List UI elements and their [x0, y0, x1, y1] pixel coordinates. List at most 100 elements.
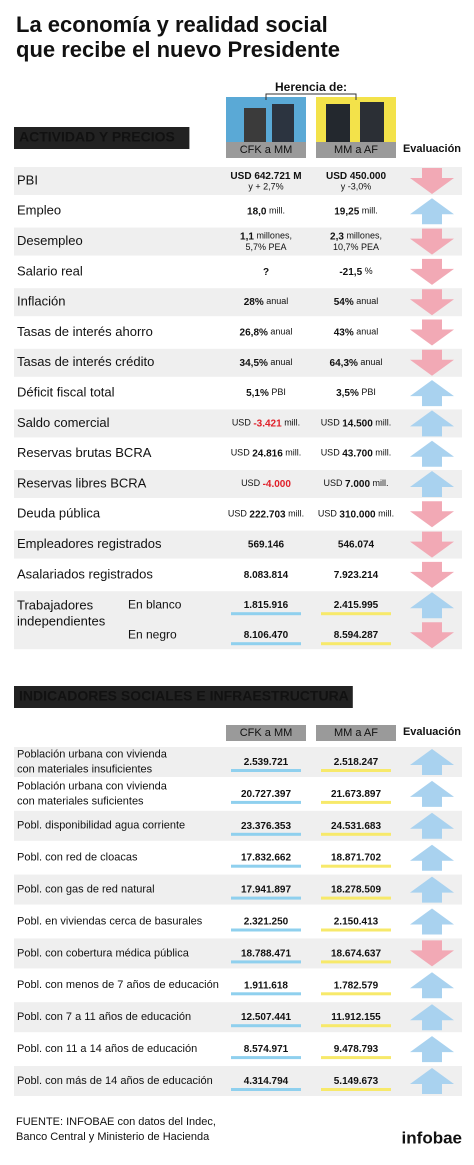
cell-value: 546.074: [338, 539, 375, 550]
cell-suffix: anual: [264, 297, 289, 307]
cell-suffix: mill.: [359, 206, 378, 216]
row-label: PBI: [17, 172, 38, 187]
highlight-bar: [321, 612, 391, 616]
photo-figure: [272, 104, 294, 143]
cell-value: USD 24.816 mill.: [231, 448, 302, 459]
highlight-bar: [321, 960, 391, 964]
column-header-bg: [226, 725, 306, 741]
section-header: INDICADORES SOCIALES E INFRAESTRUCTURA: [19, 688, 349, 704]
cell-value: 8.083.814: [244, 570, 289, 581]
cell-value: USD -4.000: [241, 478, 291, 489]
cell-value: 17.832.662: [241, 852, 291, 863]
cell-main: 23.376.353: [241, 820, 291, 831]
cell-value: 7.923.214: [334, 570, 379, 581]
highlight-bar: [321, 864, 391, 868]
column-header: MM a AF: [334, 727, 378, 739]
cell-main: -4.000: [263, 479, 292, 490]
highlight-bar: [231, 960, 301, 964]
cell-suffix: mill.: [266, 206, 285, 216]
cell-main: 26,8%: [240, 327, 268, 338]
cell-suffix: millones,: [344, 231, 382, 241]
cell-suffix: anual: [268, 327, 293, 337]
cell-main: 17.832.662: [241, 852, 291, 863]
cell-main: 18.278.509: [331, 884, 381, 895]
cell-main: 8.106.470: [244, 630, 289, 641]
cell-value: 18.871.702: [331, 852, 381, 863]
cell-main: 54%: [334, 297, 354, 308]
row-bg: [14, 530, 462, 559]
title: La economía y realidad social: [16, 12, 328, 37]
logo: infobae: [402, 1128, 462, 1147]
cell-main: 21.673.897: [331, 789, 381, 800]
evaluation-arrow: [410, 780, 454, 807]
highlight-bar: [231, 832, 301, 836]
row-label: Deuda pública: [17, 506, 101, 521]
evaluation-arrow: [410, 812, 454, 839]
cell-prefix: USD: [228, 509, 250, 519]
row-label: Pobl. con más de 14 años de educación: [17, 1075, 213, 1087]
evaluation-arrow: [410, 940, 454, 967]
cell-value: 26,8% anual: [240, 327, 293, 338]
cell-main: 11.912.155: [331, 1012, 381, 1023]
cell-suffix: millones,: [254, 231, 292, 241]
cell-suffix: %: [362, 266, 373, 276]
source: Banco Central y Ministerio de Hacienda: [16, 1131, 210, 1143]
highlight-bar: [231, 1024, 301, 1028]
row-bg: [14, 167, 462, 195]
highlight-bar: [321, 1024, 391, 1028]
cell-main: 18.871.702: [331, 852, 381, 863]
cell-main: 1.815.916: [244, 600, 289, 611]
cell-value: 8.574.971: [244, 1044, 289, 1055]
photo-figure: [326, 104, 350, 143]
highlight-bar: [231, 896, 301, 900]
cell-value: 17.941.897: [241, 884, 291, 895]
cell-value: 23.376.353: [241, 820, 291, 831]
evaluation-arrow: [410, 501, 454, 528]
highlight-bar: [321, 642, 391, 646]
highlight-bar: [231, 642, 301, 646]
row-label: Pobl. con cobertura médica pública: [17, 947, 190, 959]
evaluation-header: Evaluación: [403, 726, 461, 738]
evaluation-arrow: [410, 471, 454, 497]
evaluation-arrow: [410, 908, 454, 935]
cell-main: 4.314.794: [244, 1076, 289, 1087]
cell-prefix: USD: [231, 448, 253, 458]
cell-prefix: USD: [321, 418, 343, 428]
photo-figure: [244, 108, 266, 143]
cell-suffix: anual: [354, 327, 379, 337]
cell-main: 1.911.618: [244, 980, 288, 991]
evaluation-header: Evaluación: [403, 143, 461, 155]
evaluation-arrow: [410, 1004, 454, 1031]
cell-suffix: mill.: [370, 478, 389, 488]
evaluation-arrow: [410, 592, 454, 619]
cell-main: 18.674.637: [331, 948, 381, 959]
row-label: Saldo comercial: [17, 415, 110, 430]
column-header: CFK a MM: [240, 727, 293, 739]
cell-value: 1,1 millones,: [240, 231, 292, 242]
cell-main: ?: [263, 267, 269, 278]
cell-value: 8.106.470: [244, 630, 289, 641]
evaluation-arrow: [410, 198, 454, 225]
cell-main: 24.531.683: [331, 820, 381, 831]
cell-value: 1.911.618: [244, 980, 288, 991]
cell-prefix: USD: [241, 478, 263, 488]
row-label: Empleo: [17, 203, 61, 218]
section-header: ACTIVIDAD Y PRECIOS: [19, 129, 175, 145]
cell-value: 18.278.509: [331, 884, 381, 895]
cell-value: 11.912.155: [331, 1012, 381, 1023]
highlight-bar: [321, 928, 391, 932]
row-label: Pobl. disponibilidad agua corriente: [17, 820, 185, 832]
row-label: Pobl. con 7 a 11 años de educación: [17, 1011, 191, 1023]
cell-main: 5,1%: [246, 388, 269, 399]
cell-main: 1,1: [240, 231, 254, 242]
evaluation-arrow: [410, 561, 454, 588]
cell-main: 222.703: [249, 509, 286, 520]
cell-main: 2.415.995: [334, 600, 379, 611]
evaluation-arrow: [410, 349, 454, 376]
cell-main: 3,5%: [336, 388, 359, 399]
highlight-bar: [321, 832, 391, 836]
evaluation-arrow: [410, 749, 454, 775]
source: FUENTE: INFOBAE con datos del Indec,: [16, 1116, 216, 1128]
cell-value: USD 14.500 mill.: [321, 418, 392, 429]
cell-main: 7.923.214: [334, 570, 379, 581]
